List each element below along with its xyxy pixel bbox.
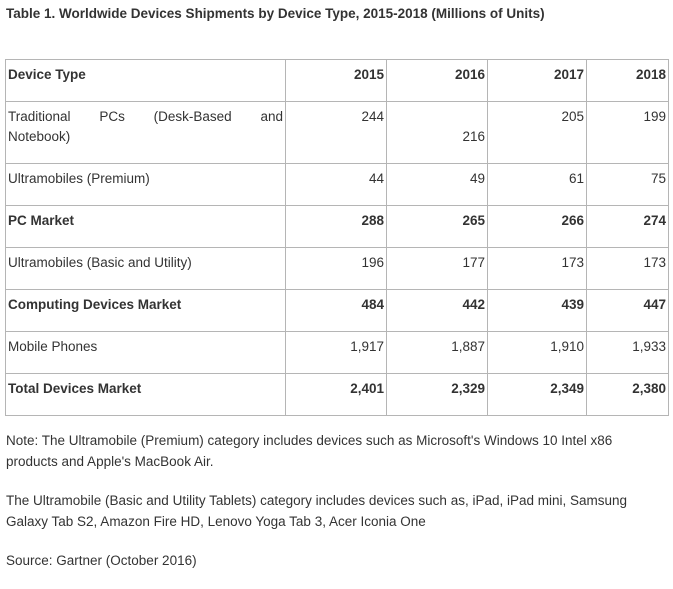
cell-2015: 244 bbox=[285, 101, 387, 164]
cell-2016: 177 bbox=[386, 247, 488, 290]
cell-2018: 75 bbox=[586, 163, 669, 206]
cell-2016-value: 216 bbox=[462, 129, 485, 144]
header-2018: 2018 bbox=[586, 59, 669, 102]
cell-2015: 44 bbox=[285, 163, 387, 206]
table-header-row: Device Type 2015 2016 2017 2018 bbox=[5, 59, 669, 102]
cell-2015: 196 bbox=[285, 247, 387, 290]
source-note: Source: Gartner (October 2016) bbox=[6, 553, 197, 568]
cell-2015: 288 bbox=[285, 205, 387, 248]
row-label: Mobile Phones bbox=[5, 331, 286, 374]
cell-2017: 61 bbox=[487, 163, 587, 206]
cell-2017: 266 bbox=[487, 205, 587, 248]
row-label-line1: Traditional PCs (Desk-Based and bbox=[8, 109, 283, 124]
table-row: Computing Devices Market 484 442 439 447 bbox=[5, 289, 669, 332]
cell-2018: 199 bbox=[586, 101, 669, 164]
cell-2015: 484 bbox=[285, 289, 387, 332]
cell-2015: 2,401 bbox=[285, 373, 387, 416]
header-device-type: Device Type bbox=[5, 59, 286, 102]
cell-2018: 173 bbox=[586, 247, 669, 290]
cell-2016: 1,887 bbox=[386, 331, 488, 374]
table-row: Mobile Phones 1,917 1,887 1,910 1,933 bbox=[5, 331, 669, 374]
row-label: Traditional PCs (Desk-Based and Notebook… bbox=[5, 101, 286, 164]
cell-2018: 274 bbox=[586, 205, 669, 248]
cell-2016: 49 bbox=[386, 163, 488, 206]
cell-2018: 1,933 bbox=[586, 331, 669, 374]
cell-2016: 216 bbox=[386, 101, 488, 164]
cell-2018: 447 bbox=[586, 289, 669, 332]
notes: Note: The Ultramobile (Premium) category… bbox=[6, 430, 666, 589]
table-caption: Table 1. Worldwide Devices Shipments by … bbox=[6, 6, 545, 21]
row-label: PC Market bbox=[5, 205, 286, 248]
table-row: Ultramobiles (Premium) 44 49 61 75 bbox=[5, 163, 669, 206]
cell-2017: 439 bbox=[487, 289, 587, 332]
note-premium: Note: The Ultramobile (Premium) category… bbox=[6, 433, 613, 469]
cell-2016: 2,329 bbox=[386, 373, 488, 416]
row-label: Ultramobiles (Premium) bbox=[5, 163, 286, 206]
header-2015: 2015 bbox=[285, 59, 387, 102]
note-basic-utility: The Ultramobile (Basic and Utility Table… bbox=[6, 493, 628, 529]
row-label: Ultramobiles (Basic and Utility) bbox=[5, 247, 286, 290]
cell-2017: 2,349 bbox=[487, 373, 587, 416]
cell-2016: 442 bbox=[386, 289, 488, 332]
header-2016: 2016 bbox=[386, 59, 488, 102]
table-row: PC Market 288 265 266 274 bbox=[5, 205, 669, 248]
header-2017: 2017 bbox=[487, 59, 587, 102]
table-row: Ultramobiles (Basic and Utility) 196 177… bbox=[5, 247, 669, 290]
cell-2017: 205 bbox=[487, 101, 587, 164]
cell-2018: 2,380 bbox=[586, 373, 669, 416]
cell-2017: 1,910 bbox=[487, 331, 587, 374]
table-row: Total Devices Market 2,401 2,329 2,349 2… bbox=[5, 373, 669, 416]
cell-2016: 265 bbox=[386, 205, 488, 248]
row-label: Computing Devices Market bbox=[5, 289, 286, 332]
shipments-table: Device Type 2015 2016 2017 2018 Traditio… bbox=[5, 59, 669, 416]
row-label: Total Devices Market bbox=[5, 373, 286, 416]
cell-2017: 173 bbox=[487, 247, 587, 290]
table-row: Traditional PCs (Desk-Based and Notebook… bbox=[5, 101, 669, 164]
cell-2015: 1,917 bbox=[285, 331, 387, 374]
row-label-line2: Notebook) bbox=[8, 129, 71, 144]
